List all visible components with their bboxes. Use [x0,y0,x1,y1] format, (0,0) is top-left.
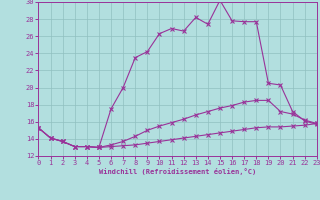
X-axis label: Windchill (Refroidissement éolien,°C): Windchill (Refroidissement éolien,°C) [99,168,256,175]
